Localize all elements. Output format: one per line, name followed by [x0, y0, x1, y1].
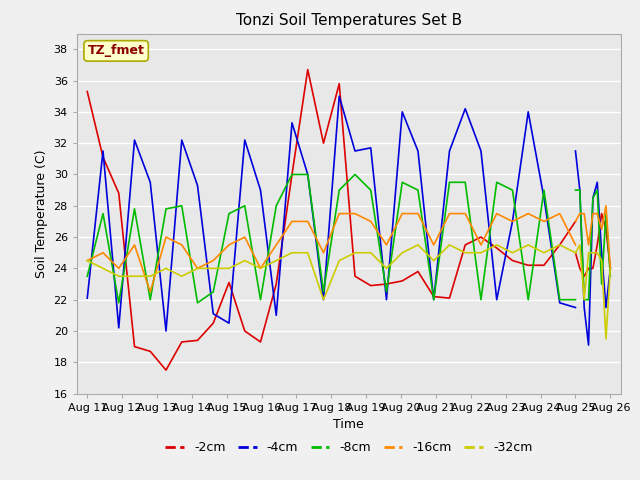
Legend: -2cm, -4cm, -8cm, -16cm, -32cm: -2cm, -4cm, -8cm, -16cm, -32cm: [160, 436, 538, 459]
Title: Tonzi Soil Temperatures Set B: Tonzi Soil Temperatures Set B: [236, 13, 462, 28]
Text: TZ_fmet: TZ_fmet: [88, 44, 145, 58]
Y-axis label: Soil Temperature (C): Soil Temperature (C): [35, 149, 48, 278]
X-axis label: Time: Time: [333, 418, 364, 431]
